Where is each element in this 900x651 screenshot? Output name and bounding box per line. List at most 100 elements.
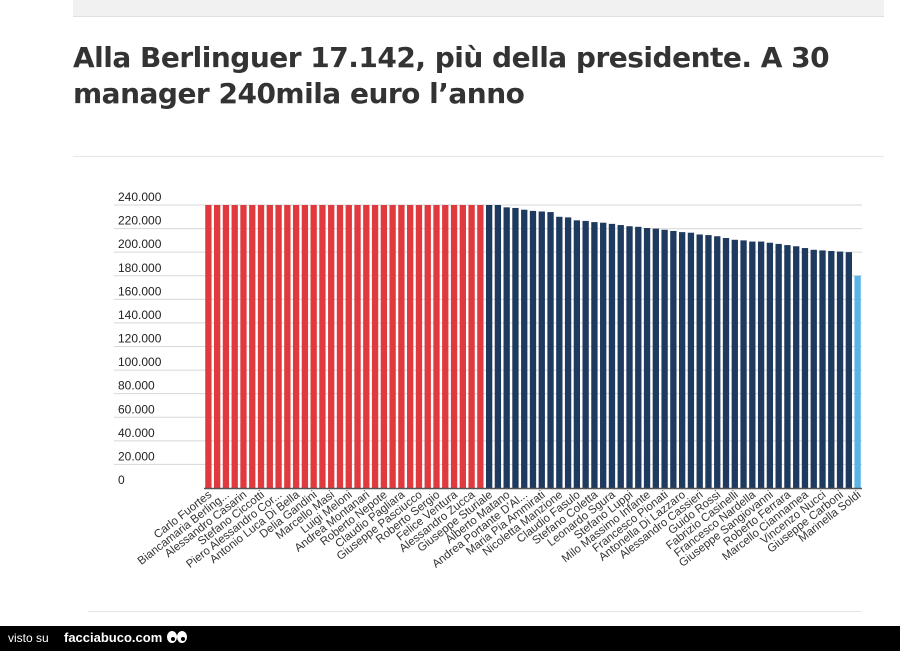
bar: [310, 205, 317, 488]
bar: [766, 242, 774, 488]
bar: [249, 205, 256, 488]
bar: [266, 205, 273, 488]
bar: [696, 234, 703, 488]
bar: [521, 209, 528, 488]
bar: [678, 232, 686, 488]
bar: [494, 205, 502, 488]
bar: [810, 249, 817, 488]
y-tick-label: 120.000: [118, 332, 162, 346]
bar: [670, 230, 677, 489]
bar: [512, 207, 519, 488]
bar: [433, 205, 440, 488]
bar: [608, 223, 616, 488]
bar: [801, 248, 809, 488]
bar: [828, 250, 835, 488]
bar: [564, 217, 572, 488]
bar: [354, 205, 361, 488]
bar: [757, 241, 765, 488]
y-tick-label: 20.000: [118, 449, 155, 463]
bar: [389, 205, 396, 488]
bar: [450, 205, 458, 488]
bar: [503, 207, 510, 488]
bar: [705, 235, 712, 488]
bar: [626, 226, 633, 488]
bar: [477, 205, 484, 488]
bar: [319, 205, 326, 488]
bar: [328, 205, 335, 488]
y-tick-label: 0: [118, 473, 125, 487]
bar: [442, 205, 449, 488]
bar: [556, 216, 563, 488]
y-tick-label: 80.000: [118, 379, 155, 393]
bar: [485, 205, 493, 488]
bar: [547, 212, 554, 488]
bar: [600, 222, 607, 488]
y-axis-labels: 0 20.000 40.000 60.000 80.000 100.000 120.000 1…: [118, 190, 162, 487]
bar: [845, 252, 852, 488]
divider-top: [73, 156, 884, 157]
bar: [371, 205, 379, 488]
bar: [714, 236, 721, 488]
bar: [836, 251, 844, 488]
salary-bar-chart: 0 20.000 40.000 60.000 80.000 100.000 120.000 1…: [114, 190, 864, 571]
bar: [301, 205, 309, 488]
bar: [240, 205, 247, 488]
bar: [819, 250, 826, 488]
y-tick-label: 140.000: [118, 308, 162, 322]
y-tick-label: 240.000: [118, 190, 162, 204]
bar: [275, 205, 282, 488]
bar: [731, 239, 738, 488]
bar: [424, 205, 431, 488]
bar: [380, 205, 388, 488]
bar: [529, 210, 537, 489]
top-bar: [73, 0, 884, 17]
y-tick-label: 100.000: [118, 355, 162, 369]
bar: [459, 205, 466, 488]
bar: [214, 205, 221, 488]
eyes-logo-icon: [167, 631, 187, 643]
divider-bottom: [88, 611, 862, 612]
bar: [205, 205, 212, 488]
bar: [854, 275, 861, 488]
bar: [538, 211, 545, 488]
bar: [582, 220, 589, 488]
bar: [749, 241, 756, 488]
bar: [643, 227, 651, 488]
bars: [205, 205, 861, 489]
bar: [257, 205, 265, 488]
bar: [687, 232, 695, 488]
bar: [793, 246, 800, 488]
page-title: Alla Berlinguer 17.142, più della presid…: [73, 41, 830, 110]
bar: [635, 226, 642, 488]
bar: [591, 222, 598, 489]
y-tick-label: 180.000: [118, 261, 162, 275]
footer-bar: visto su facciabuco.com: [0, 626, 900, 651]
seen-on-label: visto su: [8, 631, 49, 645]
bar: [661, 229, 668, 488]
y-tick-label: 160.000: [118, 284, 162, 298]
y-tick-label: 220.000: [118, 214, 162, 228]
bar: [284, 205, 291, 488]
bar: [722, 238, 730, 488]
brand-link[interactable]: facciabuco.com: [64, 630, 163, 645]
bar: [652, 228, 659, 489]
bar: [468, 205, 475, 488]
bar: [573, 220, 581, 488]
bar: [775, 243, 782, 488]
bar: [363, 205, 370, 488]
bar: [292, 205, 300, 488]
bar: [345, 205, 352, 488]
bar: [398, 205, 405, 488]
bar: [415, 205, 423, 488]
bar: [740, 240, 747, 488]
y-tick-label: 60.000: [118, 402, 155, 416]
bar: [231, 205, 238, 488]
bar: [617, 225, 624, 488]
y-tick-label: 200.000: [118, 237, 162, 251]
bar: [407, 205, 414, 488]
bar: [222, 205, 230, 488]
bar: [336, 205, 344, 488]
y-tick-label: 40.000: [118, 426, 155, 440]
bar: [784, 245, 791, 488]
